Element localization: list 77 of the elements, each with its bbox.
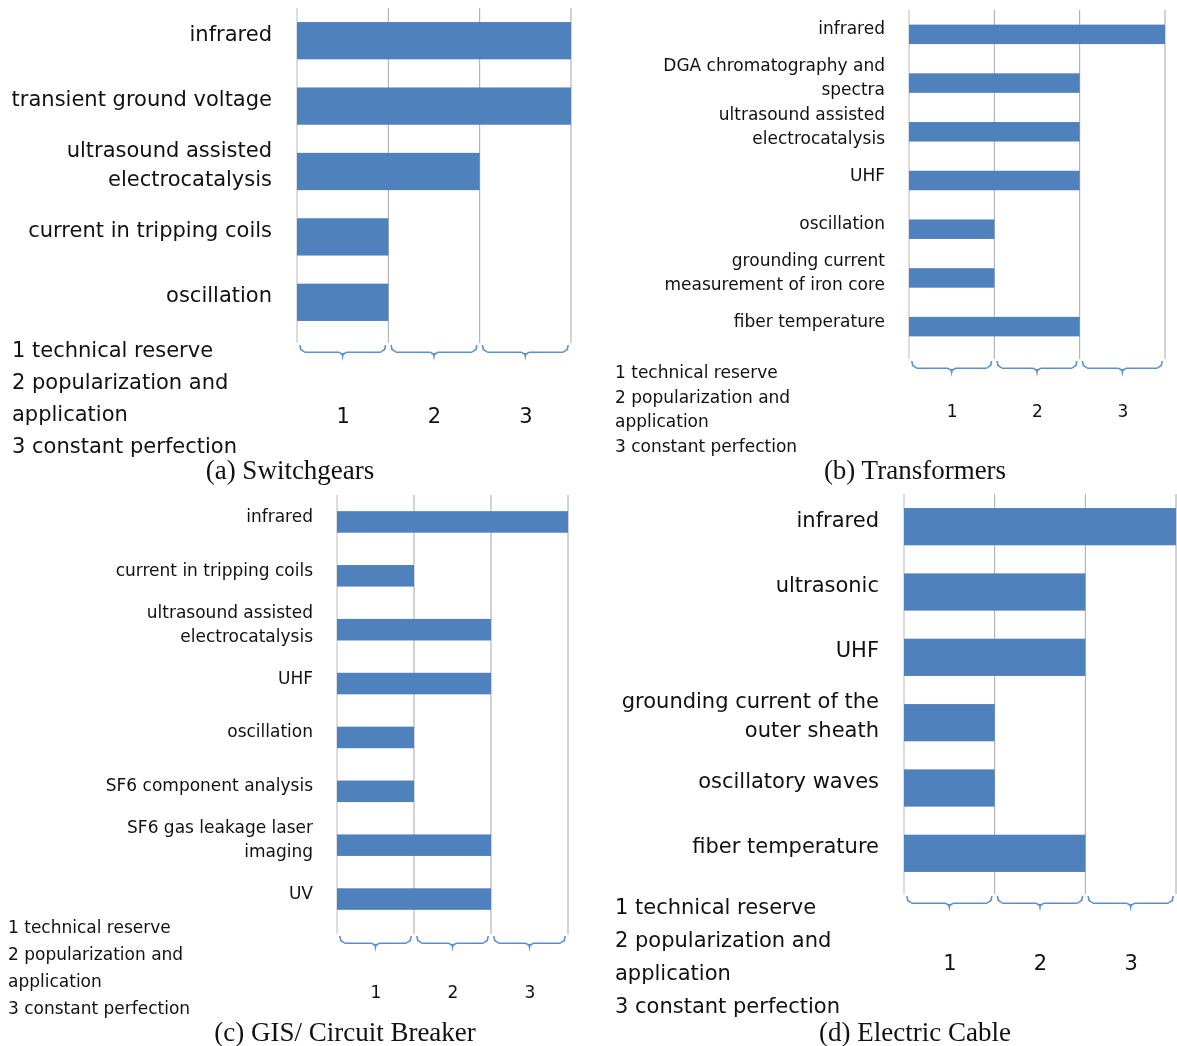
bar — [904, 834, 1086, 872]
bar — [297, 218, 389, 256]
bar — [337, 888, 491, 910]
x-tick-label: 3 — [524, 982, 536, 1003]
bar — [337, 834, 491, 856]
bar — [297, 22, 571, 60]
bar — [337, 726, 414, 749]
y-tick-label: infrared — [818, 18, 885, 39]
y-tick-label: oscillatory waves — [698, 769, 879, 793]
bar — [904, 573, 1086, 611]
y-tick-label: ultrasound assisted electrocatalysis — [66, 137, 272, 192]
text: 2 popularization and application — [12, 370, 229, 426]
text: 2 popularization and application — [615, 386, 791, 431]
bar — [337, 618, 491, 641]
bar — [904, 704, 995, 742]
bar — [337, 780, 414, 803]
bar — [909, 73, 1080, 93]
bar — [337, 511, 568, 533]
y-tick-label: infrared — [796, 507, 879, 532]
y-tick-label: current in tripping coils — [28, 217, 272, 242]
y-tick-label: oscillation — [799, 213, 885, 234]
x-tick-label: 2 — [427, 403, 442, 428]
text: 3 constant perfection — [12, 434, 237, 458]
bar — [909, 268, 995, 288]
x-tick-label: 1 — [370, 982, 382, 1003]
y-tick-label: oscillation — [166, 283, 272, 308]
x-tick-label: 1 — [943, 950, 957, 975]
bar — [904, 769, 995, 807]
text: (b) Transformers — [823, 455, 1007, 486]
text: 3 constant perfection — [615, 435, 798, 456]
y-tick-label: ultrasound assisted electrocatalysis — [718, 103, 886, 148]
x-tick-label: 1 — [336, 403, 350, 428]
bar — [297, 283, 389, 321]
bar — [904, 508, 1176, 546]
bar — [909, 170, 1080, 191]
text: (a) Switchgears — [205, 455, 375, 486]
y-tick-label: SF6 component analysis — [105, 775, 314, 796]
x-tick-label: 1 — [946, 401, 958, 422]
y-tick-label: grounding current of the outer sheath — [621, 688, 879, 743]
x-tick-label: 3 — [1117, 401, 1129, 422]
x-tick-label: 2 — [1032, 401, 1043, 422]
text: 1 technical reserve — [615, 362, 778, 382]
text: 3 constant perfection — [615, 994, 840, 1018]
y-tick-label: infrared — [189, 21, 272, 46]
x-tick-label: 3 — [519, 403, 533, 428]
y-tick-label: grounding current measurement of iron core — [664, 250, 886, 294]
y-tick-label: oscillation — [227, 721, 313, 742]
y-tick-label: UHF — [835, 638, 879, 663]
y-tick-label: fiber temperature — [692, 834, 879, 859]
y-tick-label: UV — [288, 883, 314, 904]
y-tick-label: ultrasonic — [775, 573, 879, 597]
bar — [909, 122, 1080, 142]
bar — [909, 316, 1080, 337]
y-tick-label: fiber temperature — [733, 310, 885, 331]
bar — [297, 87, 571, 125]
bar — [337, 565, 414, 587]
text: 1 technical reserve — [8, 917, 171, 937]
bar — [904, 638, 1086, 676]
y-tick-label: UHF — [849, 164, 885, 185]
bar — [297, 152, 480, 191]
x-tick-label: 2 — [1033, 950, 1048, 975]
y-tick-label: UHF — [277, 667, 313, 688]
text: 1 technical reserve — [12, 338, 214, 362]
y-tick-label: SF6 gas leakage laser imaging — [127, 817, 314, 862]
bar — [909, 219, 995, 239]
x-tick-label: 2 — [447, 982, 459, 1003]
text: 2 popularization and application — [8, 944, 184, 991]
x-tick-label: 3 — [1124, 950, 1138, 975]
text: 2 popularization and application — [615, 928, 832, 985]
text: 3 constant perfection — [8, 998, 191, 1018]
bar — [337, 672, 491, 695]
y-tick-label: ultrasound assisted electrocatalysis — [146, 601, 314, 646]
text: 1 technical reserve — [615, 895, 817, 919]
bar — [909, 24, 1165, 45]
y-tick-label: transient ground voltage — [11, 87, 272, 112]
y-tick-label: infrared — [246, 505, 313, 526]
y-tick-label: current in tripping coils — [115, 559, 314, 580]
